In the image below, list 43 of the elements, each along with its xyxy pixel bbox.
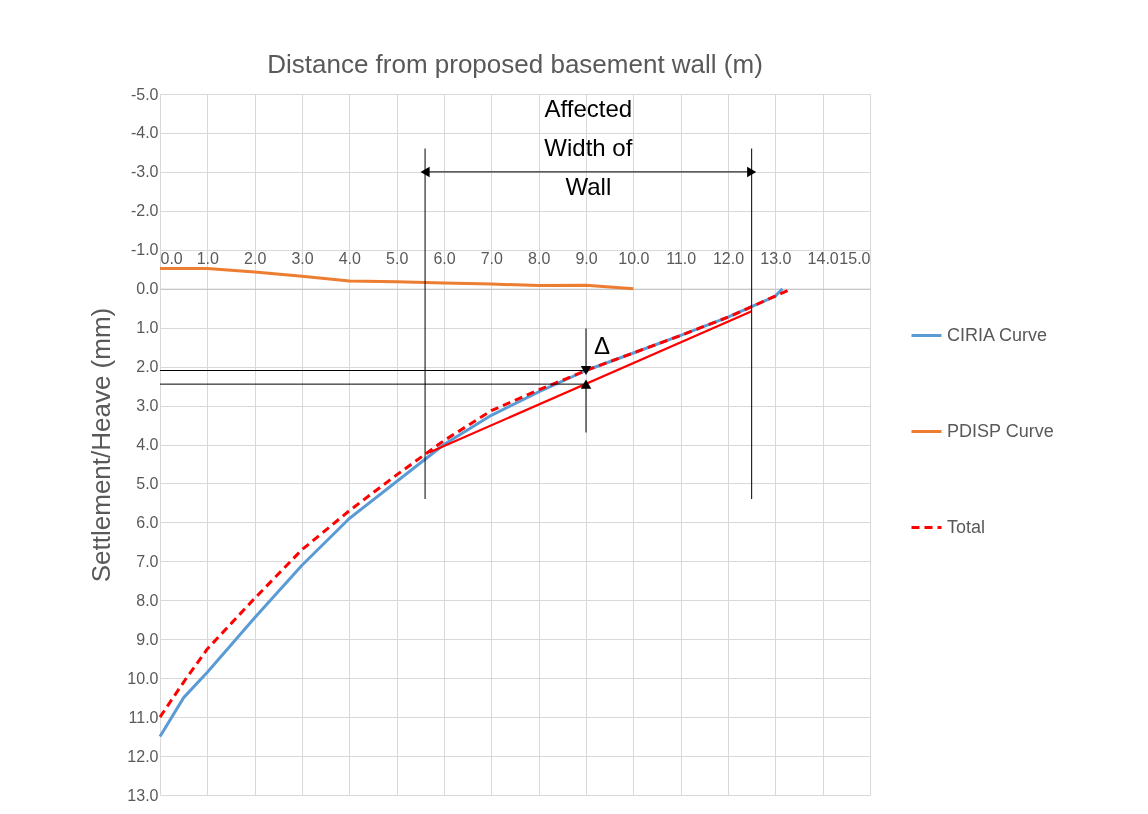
- legend-label: PDISP Curve: [947, 420, 1054, 441]
- legend-label: Total: [947, 516, 986, 537]
- y-tick-label: 2.0: [136, 358, 159, 376]
- y-tick-label: -5.0: [130, 85, 159, 103]
- y-tick-label: -2.0: [130, 202, 159, 220]
- line-series: [158, 266, 635, 291]
- x-tick-label: 5.0: [386, 250, 409, 268]
- x-tick-label: 1.0: [196, 250, 220, 268]
- x-tick-label: 8.0: [528, 250, 551, 268]
- y-tick-label: 13.0: [127, 786, 159, 804]
- y-tick-label: 0.0: [136, 280, 159, 298]
- y-tick-label: -3.0: [130, 163, 159, 181]
- y-tick-label: 8.0: [136, 591, 159, 609]
- y-tick-label: 9.0: [136, 630, 159, 648]
- y-tick-label: -4.0: [130, 124, 159, 142]
- x-tick-label: 10.0: [618, 250, 650, 268]
- y-tick-label: 1.0: [136, 319, 159, 337]
- x-tick-label: 2.0: [244, 250, 267, 268]
- y-tick-label: 10.0: [127, 669, 159, 687]
- x-tick-label: 7.0: [480, 250, 504, 268]
- x-tick-label: 14.0: [807, 250, 839, 268]
- x-tick-label: 4.0: [338, 250, 362, 268]
- x-tick-label: 0.0: [160, 250, 183, 268]
- x-tick-label: 15.0: [839, 250, 871, 268]
- y-tick-label: 11.0: [128, 708, 159, 726]
- y-tick-label: -1.0: [130, 241, 159, 259]
- x-tick-label: 13.0: [760, 250, 792, 268]
- legend-label: CIRIA Curve: [947, 324, 1048, 345]
- y-tick-label: 12.0: [127, 747, 159, 765]
- annotation: Δ: [594, 331, 611, 359]
- y-tick-label: 3.0: [136, 397, 159, 415]
- y-tick-label: 6.0: [136, 513, 159, 531]
- x-tick-label: 11.0: [666, 250, 697, 268]
- y-tick-label: 7.0: [136, 552, 159, 570]
- x-tick-label: 3.0: [291, 250, 314, 268]
- annotation: Affected Width of Wall: [544, 94, 633, 200]
- y-tick-label: 4.0: [136, 436, 159, 453]
- x-axis-title: Distance from proposed basement wall (m): [267, 49, 763, 79]
- y-axis-title: Settlement/Heave (mm): [86, 307, 117, 583]
- x-tick-label: 6.0: [433, 250, 456, 268]
- x-tick-label: 9.0: [575, 250, 598, 268]
- y-tick-label: 5.0: [136, 474, 159, 492]
- x-tick-label: 12.0: [712, 250, 745, 268]
